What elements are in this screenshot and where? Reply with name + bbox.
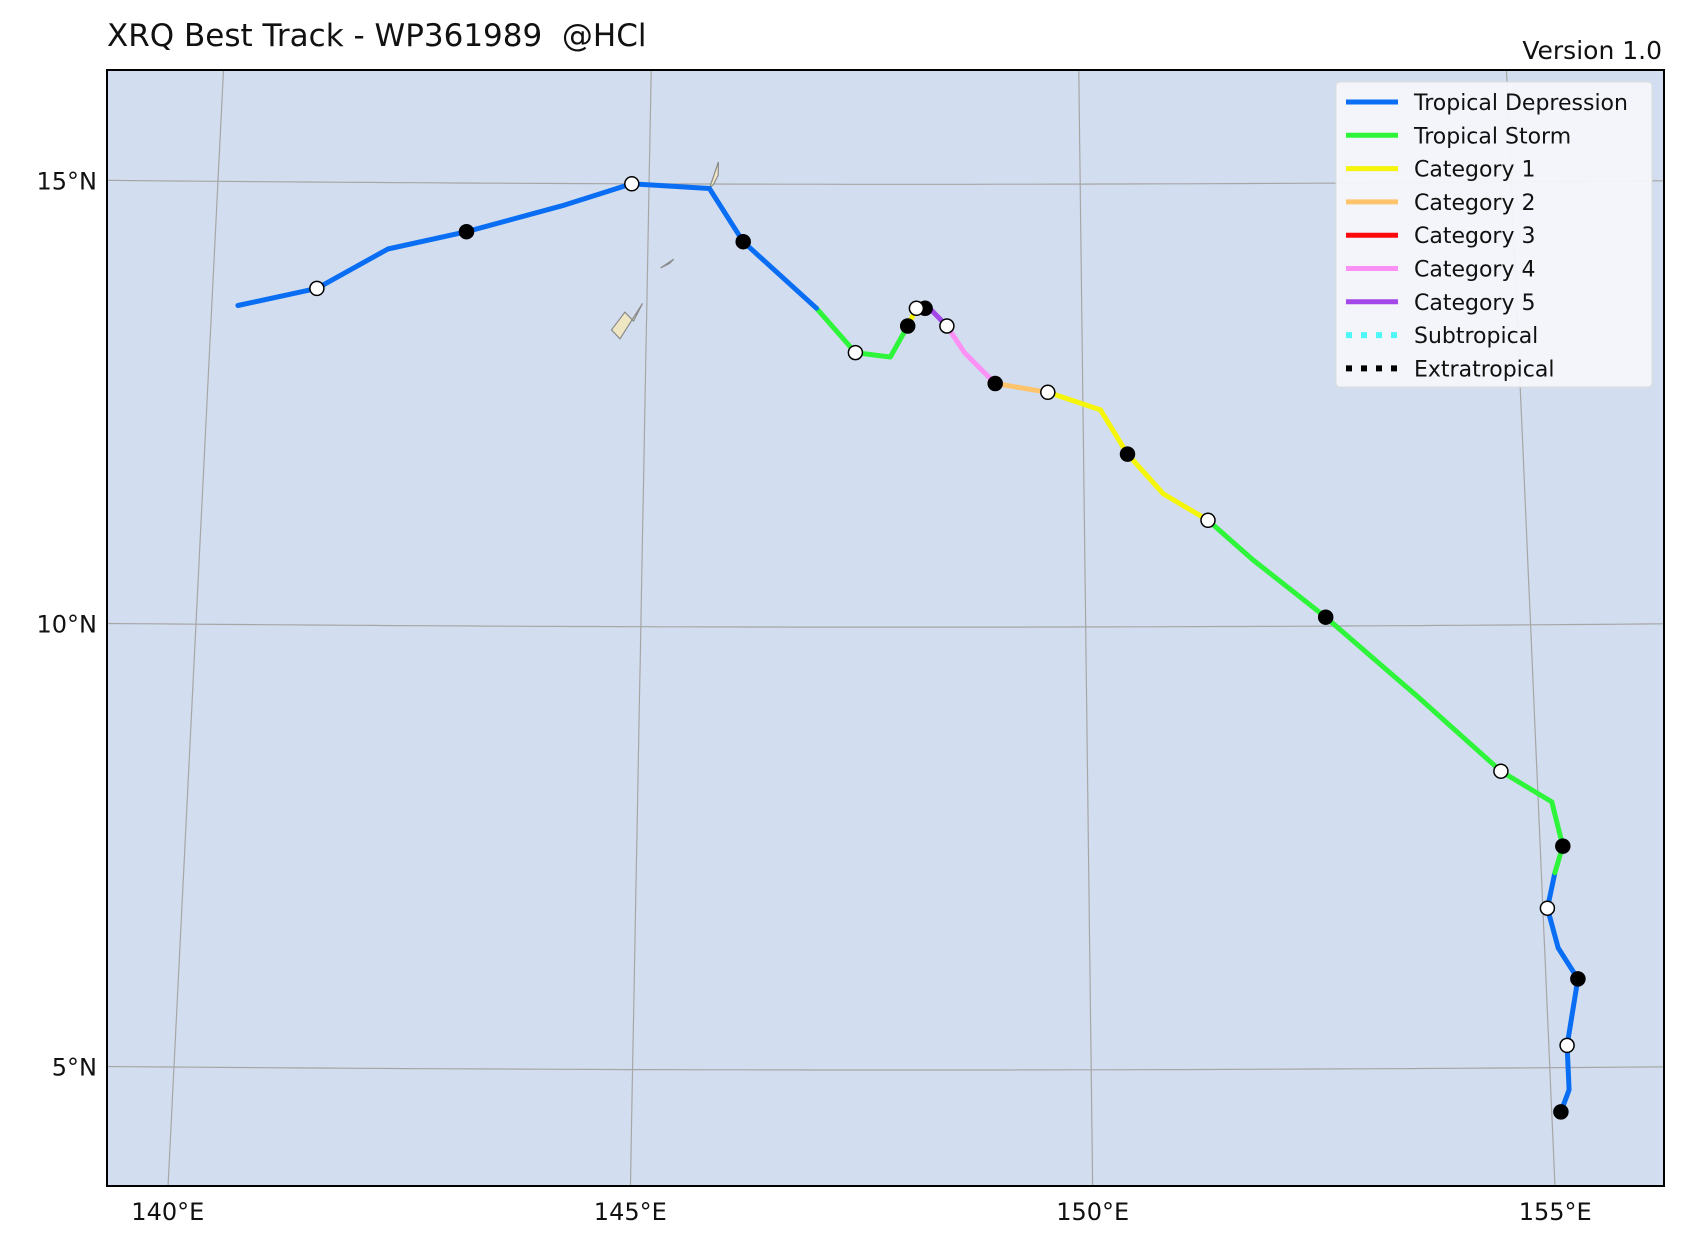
- track-point: [735, 233, 751, 250]
- lat-tick-label: 10°N: [37, 611, 98, 639]
- track-point: [309, 280, 325, 297]
- parallel-line: [107, 622, 1664, 628]
- map-frame: [106, 69, 1665, 1187]
- lon-tick-label: 140°E: [131, 1198, 204, 1226]
- legend-label: Category 1: [1414, 158, 1535, 183]
- lat-tick-label: 15°N: [37, 168, 98, 196]
- meridian-line: [629, 70, 652, 1186]
- track-segment: [813, 305, 911, 360]
- track-point: [899, 318, 916, 334]
- track-point: [1570, 971, 1586, 987]
- track-point: [847, 344, 864, 361]
- legend-label: Tropical Depression: [1413, 91, 1628, 116]
- legend-label: Extratropical: [1414, 357, 1555, 382]
- track-point: [1539, 900, 1556, 916]
- lon-tick-label: 150°E: [1056, 1198, 1129, 1226]
- track-point: [458, 223, 475, 240]
- track-segment: [992, 381, 1051, 395]
- map-title: XRQ Best Track - WP361989 @HCl: [107, 18, 647, 54]
- legend-label: Tropical Storm: [1413, 124, 1571, 149]
- track-point: [908, 300, 925, 317]
- legend-label: Category 5: [1414, 291, 1535, 316]
- island: [610, 303, 644, 340]
- lon-tick-label: 145°E: [594, 1198, 667, 1226]
- island: [660, 258, 675, 269]
- track-point: [1553, 1104, 1569, 1120]
- legend-box: [1335, 81, 1653, 388]
- axis-ticks: 140°E 145°E 150°E 155°E 15°N 10°N 5°N: [37, 168, 1592, 1226]
- track-markers: [309, 176, 1586, 1120]
- version-label: Version 1.0: [1522, 36, 1662, 65]
- legend-label: Category 2: [1414, 191, 1535, 216]
- legend: Tropical Depression Tropical Storm Categor…: [1335, 81, 1653, 388]
- track-point: [624, 176, 640, 192]
- lat-tick-label: 5°N: [52, 1053, 97, 1081]
- track-segment: [235, 181, 819, 311]
- legend-label: Subtropical: [1414, 324, 1538, 349]
- track-point: [987, 375, 1003, 392]
- track-point: [1040, 384, 1056, 401]
- track-point: [1559, 1037, 1575, 1054]
- track-point: [1317, 609, 1334, 625]
- track-point: [1200, 512, 1216, 529]
- legend-label: Category 3: [1414, 224, 1535, 249]
- track-point: [1555, 838, 1571, 854]
- parallel-line: [107, 1065, 1664, 1071]
- track-point: [939, 318, 955, 334]
- track-segment: [944, 323, 998, 386]
- meridian-line: [167, 70, 225, 1186]
- track-point: [1493, 763, 1509, 779]
- legend-label: Category 4: [1414, 258, 1535, 283]
- track-point: [1119, 446, 1136, 462]
- lon-tick-label: 155°E: [1519, 1198, 1592, 1226]
- meridian-line: [1078, 70, 1094, 1186]
